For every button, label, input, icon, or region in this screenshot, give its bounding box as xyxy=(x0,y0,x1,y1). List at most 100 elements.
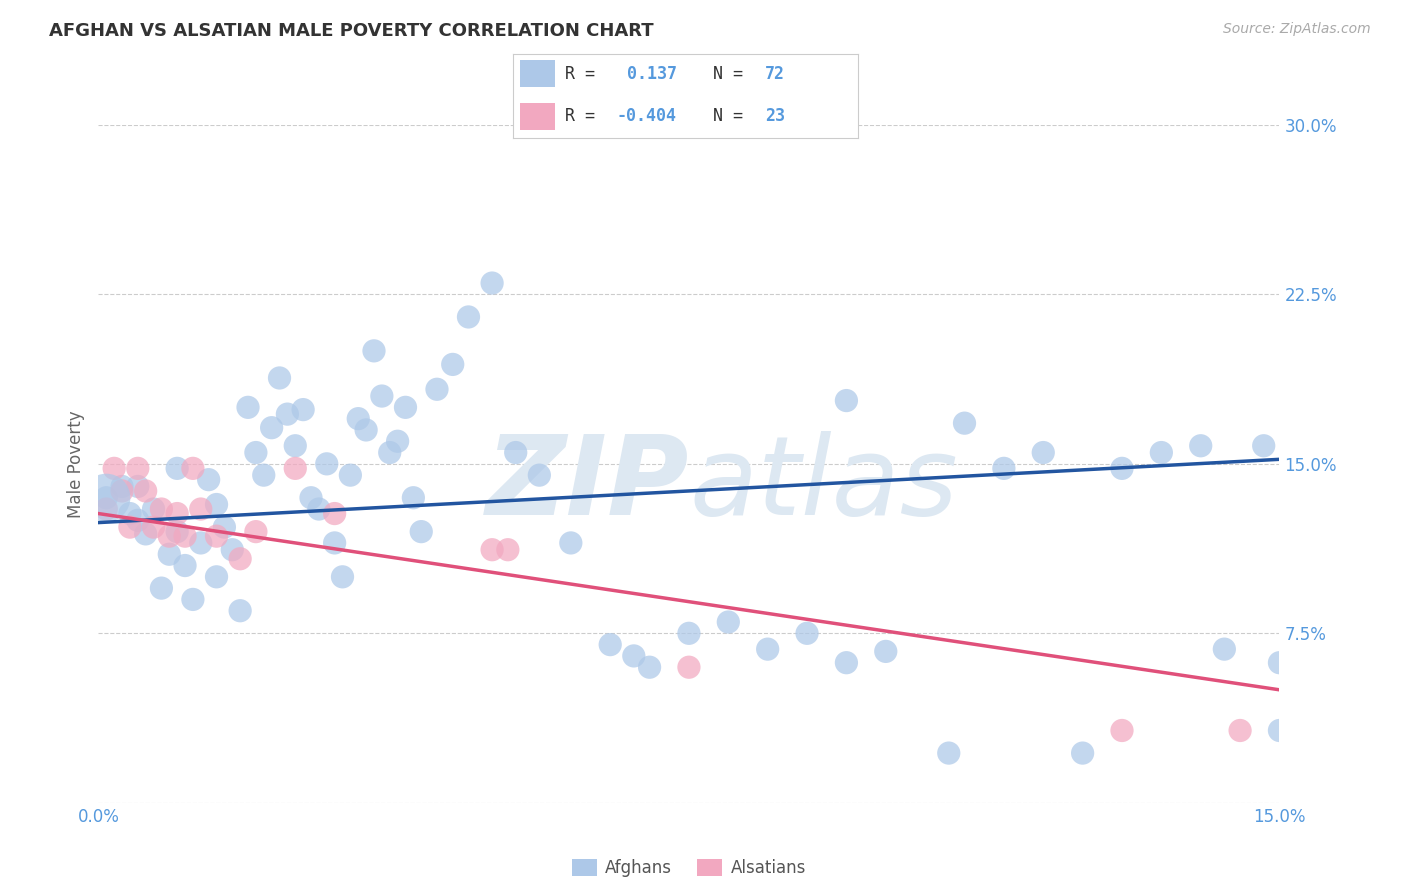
Point xyxy=(481,542,503,557)
Point xyxy=(387,434,409,449)
Point xyxy=(1150,445,1173,459)
Point xyxy=(135,527,157,541)
Point xyxy=(245,445,267,459)
Bar xyxy=(520,61,554,87)
Point xyxy=(292,402,315,417)
Point xyxy=(560,536,582,550)
Point xyxy=(457,310,479,324)
Point xyxy=(269,371,291,385)
Point xyxy=(166,507,188,521)
Point xyxy=(354,423,377,437)
Point xyxy=(284,439,307,453)
Point xyxy=(638,660,661,674)
Point xyxy=(299,491,322,505)
Point xyxy=(205,498,228,512)
Text: atlas: atlas xyxy=(689,431,957,538)
Point xyxy=(276,407,298,421)
Point xyxy=(315,457,337,471)
Text: ZIP: ZIP xyxy=(485,431,689,538)
Point xyxy=(426,382,449,396)
Point xyxy=(796,626,818,640)
Point xyxy=(229,604,252,618)
Point xyxy=(1032,445,1054,459)
Text: AFGHAN VS ALSATIAN MALE POVERTY CORRELATION CHART: AFGHAN VS ALSATIAN MALE POVERTY CORRELAT… xyxy=(49,22,654,40)
Point xyxy=(111,479,134,493)
Point xyxy=(363,343,385,358)
Point xyxy=(1111,461,1133,475)
Point xyxy=(332,570,354,584)
Text: N =: N = xyxy=(713,107,754,125)
Point xyxy=(308,502,330,516)
Point xyxy=(481,276,503,290)
Point xyxy=(157,547,180,561)
Point xyxy=(103,461,125,475)
Point xyxy=(229,551,252,566)
Point xyxy=(190,536,212,550)
Point xyxy=(127,461,149,475)
Text: 0.137: 0.137 xyxy=(627,65,676,83)
Point xyxy=(993,461,1015,475)
Point xyxy=(1213,642,1236,657)
Point xyxy=(253,468,276,483)
Point xyxy=(529,468,551,483)
Point xyxy=(174,558,197,573)
Text: Source: ZipAtlas.com: Source: ZipAtlas.com xyxy=(1223,22,1371,37)
Point xyxy=(174,529,197,543)
Point xyxy=(394,401,416,415)
Point xyxy=(197,473,219,487)
Text: -0.404: -0.404 xyxy=(616,107,676,125)
Point xyxy=(1229,723,1251,738)
Point xyxy=(938,746,960,760)
Point xyxy=(245,524,267,539)
Point xyxy=(150,581,173,595)
Point xyxy=(1268,723,1291,738)
Point xyxy=(96,491,118,505)
Point xyxy=(135,483,157,498)
Point xyxy=(142,502,165,516)
Point xyxy=(96,502,118,516)
Point xyxy=(505,445,527,459)
Bar xyxy=(520,103,554,130)
Point xyxy=(166,524,188,539)
Point xyxy=(236,401,259,415)
Point xyxy=(142,520,165,534)
Point xyxy=(411,524,433,539)
Point xyxy=(835,393,858,408)
Text: 23: 23 xyxy=(765,107,785,125)
Point xyxy=(181,592,204,607)
Text: 72: 72 xyxy=(765,65,785,83)
Point xyxy=(190,502,212,516)
Point xyxy=(756,642,779,657)
Point xyxy=(221,542,243,557)
Point xyxy=(214,520,236,534)
Point xyxy=(378,445,401,459)
Point xyxy=(402,491,425,505)
Point xyxy=(835,656,858,670)
Point xyxy=(1111,723,1133,738)
Point xyxy=(150,502,173,516)
Point xyxy=(717,615,740,629)
Point xyxy=(1189,439,1212,453)
Point xyxy=(181,461,204,475)
Point xyxy=(953,416,976,430)
Point xyxy=(323,536,346,550)
Point xyxy=(260,420,283,434)
Text: R =: R = xyxy=(565,107,605,125)
Point xyxy=(1268,656,1291,670)
Point xyxy=(166,461,188,475)
Point xyxy=(347,411,370,425)
Point xyxy=(496,542,519,557)
Point xyxy=(127,479,149,493)
Point xyxy=(371,389,394,403)
Point xyxy=(323,507,346,521)
Point xyxy=(623,648,645,663)
Point xyxy=(157,529,180,543)
Point xyxy=(284,461,307,475)
Point xyxy=(599,638,621,652)
Point xyxy=(118,520,141,534)
Text: N =: N = xyxy=(713,65,754,83)
Point xyxy=(127,513,149,527)
Point xyxy=(875,644,897,658)
Point xyxy=(96,491,118,505)
Point xyxy=(1071,746,1094,760)
